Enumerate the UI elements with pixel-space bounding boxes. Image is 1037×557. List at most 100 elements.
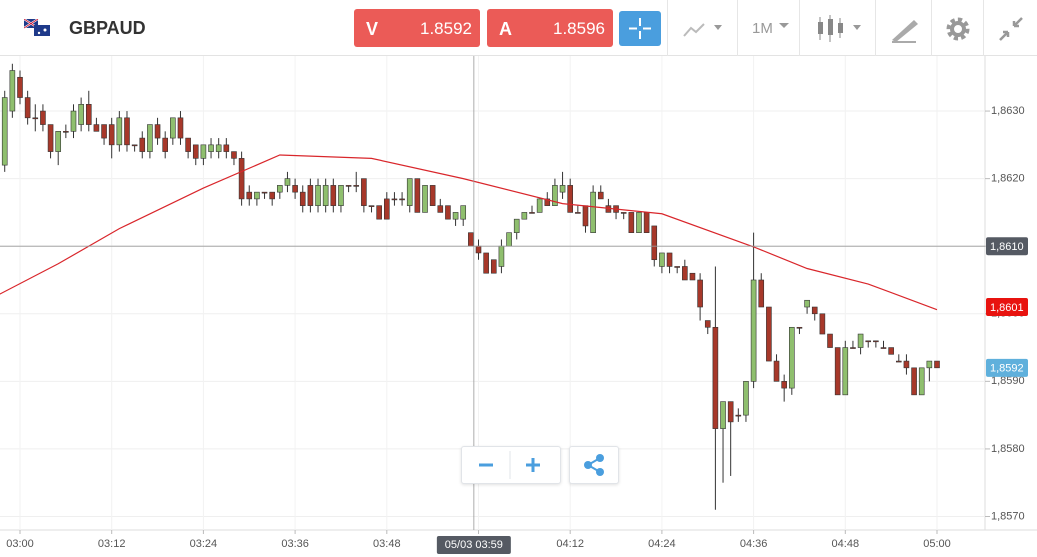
candle-body [758,279,765,308]
candle-body [338,185,344,206]
candle-body [704,320,711,328]
sell-button[interactable]: V 1.8592 [354,9,480,47]
candle-body [689,272,696,281]
candle-body [506,232,512,247]
candle-body [674,266,680,268]
candle-body [552,185,558,206]
x-tick-label: 03:00 [6,538,34,550]
crosshair-time-tag [436,536,511,554]
share-button[interactable] [569,446,619,484]
candle-body [246,191,253,200]
candle-body [735,414,742,417]
candle-body [895,360,902,363]
candle-body [101,124,107,139]
candle-body [307,185,314,206]
candle-body [223,144,230,152]
candle-body [231,151,237,159]
candle-body [24,97,31,119]
x-tick-label: 04:36 [740,538,768,550]
candle-body [108,124,115,146]
candle-body [682,266,688,281]
candle-body [857,333,864,348]
candle-body [643,212,650,233]
x-tick-label: 03:48 [373,538,401,550]
candle-body [9,70,16,112]
moving-average [0,154,938,311]
candle-body [200,144,207,159]
candle-body [850,347,856,349]
candle-body [368,205,375,207]
candle-body [590,191,596,233]
candle-body [475,245,482,254]
candle-body [322,185,329,206]
candle-body [636,212,642,233]
candle-body [1,97,8,166]
candle-body [147,124,153,152]
candle-body [468,232,474,247]
candle-body [743,381,749,416]
candle-body [32,117,39,120]
sell-price: 1.8592 [420,19,472,38]
candle-body [804,299,810,308]
candle-body [238,158,245,200]
x-tick-label: 04:48 [832,538,860,550]
collapse-button[interactable] [983,0,1037,56]
flag-icon [24,19,50,36]
crosshair-button[interactable] [619,11,661,46]
timeframe-button[interactable]: 1M [737,0,800,56]
candle-body [170,117,176,139]
candle-body [406,178,413,206]
candle-body [513,218,520,233]
crosshair-price-label: 1,8610 [990,241,1024,253]
candle-style-button[interactable] [799,0,876,56]
candle-body [628,212,635,233]
zoom-icons [479,451,540,479]
icon [683,23,722,37]
candle-body [93,124,100,132]
candle-body [575,212,581,214]
draw-button[interactable] [875,0,932,56]
crosshair-time-label: 05/03 03:59 [445,539,503,551]
candle-body [254,191,260,200]
settings-button[interactable] [931,0,984,56]
candle-body [452,212,459,220]
candle-body [567,185,574,213]
buy-label: A [499,19,512,39]
icon [818,15,861,42]
buy-price: 1.8596 [553,19,605,38]
candle-body [330,185,337,206]
buy-button[interactable]: A 1.8596 [487,9,613,47]
candle-body [131,144,138,147]
candle-body [116,117,123,146]
y-tick-label: 1,8630 [991,105,1025,117]
toolbar: GBPAUD V 1.8592 A 1.8596 1M [0,0,1037,56]
icon [946,17,970,41]
crosshair-price-tag [986,237,1028,256]
x-tick-label: 05:00 [923,538,951,550]
candle-body [651,225,658,261]
icon [892,20,918,43]
x-tick-label: 03:36 [281,538,309,550]
candle-body [192,144,199,159]
candle-body [559,185,566,193]
candle-body [789,326,795,389]
candle-body [659,252,665,267]
candle-body [460,205,467,220]
candle-body [727,401,734,423]
candle-body [819,313,826,335]
chart-type-button[interactable] [667,0,738,56]
zoom-in[interactable] [526,458,540,472]
candle-body [78,103,84,125]
candle-body [124,117,130,146]
candle-body [429,185,436,206]
candle-body [261,191,268,194]
candle-body [911,367,917,396]
candle-body [55,131,62,152]
zoom-controls [461,446,561,484]
y-tick-label: 1,8590 [991,375,1025,387]
candle-body [490,259,497,274]
candle-body [521,212,528,220]
candle-body [712,326,719,429]
x-tick-label: 03:12 [98,538,126,550]
